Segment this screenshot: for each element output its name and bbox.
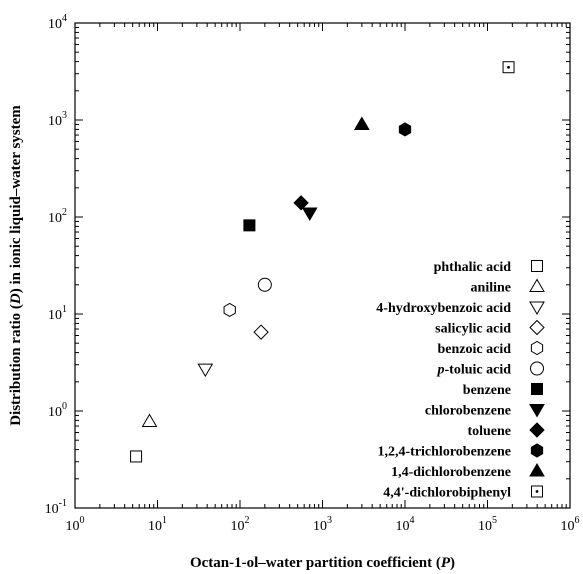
legend-label: benzene <box>463 383 511 398</box>
legend-label: p-toluic acid <box>437 363 512 378</box>
x-tick-label: 105 <box>478 515 497 534</box>
y-axis-label: Distribution ratio (D) in ionic liquid–w… <box>8 105 24 426</box>
y-tick-label: 104 <box>48 13 67 32</box>
axes <box>74 22 571 509</box>
data-point <box>398 122 412 137</box>
data-point <box>502 61 515 74</box>
data-point <box>353 116 370 130</box>
legend-marker <box>529 319 545 336</box>
legend: phthalic acid aniline 4-hydroxybenzoic aci… <box>376 260 545 501</box>
x-tick-label: 101 <box>148 515 167 534</box>
legend-marker <box>530 340 544 356</box>
legend-marker <box>531 383 543 395</box>
data-point <box>257 277 272 292</box>
legend-marker <box>529 422 545 438</box>
legend-label: phthalic acid <box>434 260 512 275</box>
legend-label: salicylic acid <box>435 322 511 337</box>
data-points <box>130 61 515 463</box>
y-tick-label: 101 <box>48 304 67 323</box>
legend-label: 1,2,4-trichlorobenzene <box>378 445 512 460</box>
legend-marker <box>530 361 544 376</box>
legend-label: 1,4-dichlorobenzene <box>391 465 511 480</box>
x-tick-label: 106 <box>561 515 580 534</box>
x-tick-label: 102 <box>231 515 250 534</box>
legend-marker <box>529 404 545 418</box>
data-point <box>243 219 256 232</box>
legend-label: 4,4'-dichlorobiphenyl <box>383 486 511 501</box>
x-tick-label: 100 <box>66 515 85 534</box>
y-tick-label: 103 <box>48 110 67 129</box>
x-axis-label: Octan-1-ol–water partition coefficient (… <box>190 555 455 571</box>
data-point <box>197 363 214 378</box>
legend-marker <box>531 485 543 498</box>
legend-marker <box>529 463 545 477</box>
legend-marker <box>531 260 543 272</box>
y-tick-label: 102 <box>48 207 67 226</box>
x-tick-label: 103 <box>313 515 332 534</box>
legend-marker <box>530 443 544 458</box>
legend-label: aniline <box>471 281 511 296</box>
data-point <box>130 450 143 463</box>
y-tick-label: 10-1 <box>45 498 67 517</box>
data-point <box>253 324 269 340</box>
legend-label: chlorobenzene <box>425 404 511 419</box>
legend-marker <box>529 278 545 292</box>
data-point <box>141 413 158 427</box>
legend-label: 4-hydroxybenzoic acid <box>376 301 511 316</box>
y-tick-label: 100 <box>48 401 67 420</box>
legend-label: toluene <box>467 424 511 439</box>
data-point <box>223 302 236 318</box>
data-point <box>301 207 318 221</box>
legend-label: benzoic acid <box>438 342 512 357</box>
x-tick-label: 104 <box>396 515 415 534</box>
legend-marker <box>529 301 545 315</box>
data-point <box>293 195 309 211</box>
